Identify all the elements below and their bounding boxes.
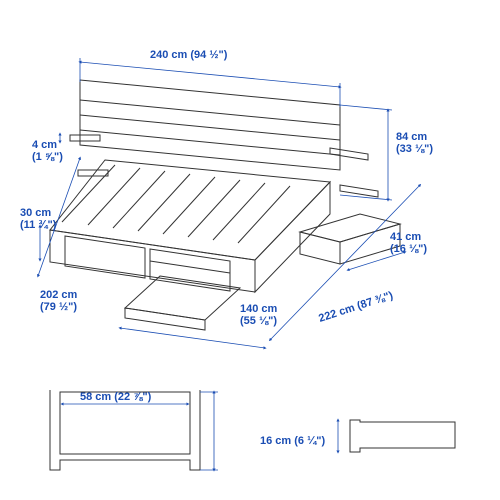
detail-drawer-side: 16 cm (6 ¼") — [260, 420, 455, 452]
dim-foot: 140 cm(55 ⅛") — [240, 303, 278, 327]
dim-overall: 222 cm (87 ⅜") — [317, 289, 395, 324]
dim-headboard-h: 84 cm(33 ⅛") — [396, 131, 433, 155]
dim-detail-w: 58 cm (22 ⅞") — [80, 391, 152, 403]
detail-drawer-front: 58 cm (22 ⅞") — [0, 0, 218, 470]
dim-width-top: 240 cm (94 ½") — [150, 49, 228, 61]
bed-isometric — [50, 80, 400, 330]
dim-depth: 202 cm(79 ½") — [40, 289, 78, 313]
dim-drawer-d: 41 cm(16 ⅛") — [390, 231, 427, 255]
dim-shelf: 4 cm(1 ⅝") — [32, 139, 63, 163]
dim-drawer-h: 16 cm (6 ¼") — [260, 435, 325, 447]
dim-base-h: 30 cm(11 ¾") — [20, 207, 57, 231]
